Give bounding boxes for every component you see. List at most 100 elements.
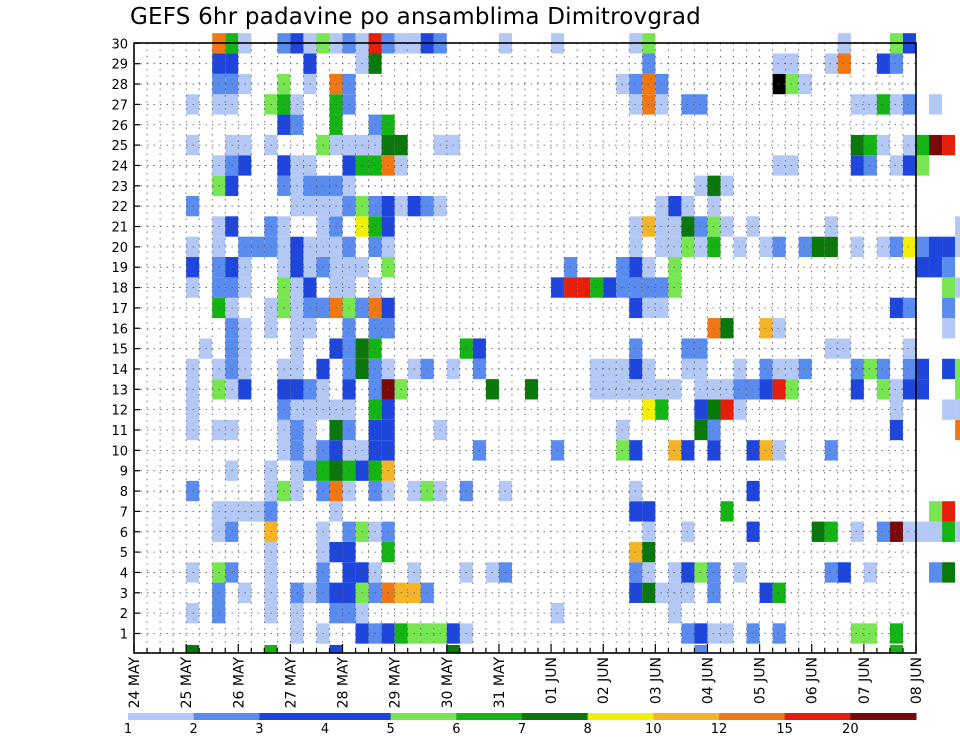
heatmap-cell	[446, 645, 460, 653]
heatmap-cell	[916, 236, 930, 258]
heatmap-cell	[850, 623, 864, 644]
heatmap-cell	[942, 358, 956, 380]
heatmap-cell	[863, 155, 877, 176]
heatmap-cell	[955, 379, 960, 400]
x-tick-label: 01 JUN	[544, 657, 560, 704]
legend-label: 4	[321, 722, 329, 737]
heatmap-cell	[811, 236, 825, 258]
heatmap-cell	[955, 419, 960, 441]
color-legend: 1 2 3 4 5 6 7 8 10 12 15 20	[124, 713, 917, 737]
heatmap-cell	[733, 236, 747, 258]
heatmap-cell	[942, 399, 956, 420]
heatmap-cell	[720, 216, 734, 237]
heatmap-cell	[772, 236, 786, 258]
y-tick-label: 30	[111, 37, 128, 52]
heatmap-cell	[824, 216, 838, 237]
legend-label: 10	[645, 722, 662, 737]
x-axis: 24 MAY 25 MAY 26 MAY 27 MAY 28 MAY 29 MAY 30 M…	[127, 644, 925, 708]
heatmap-cell	[772, 155, 786, 176]
x-tick-label: 30 MAY	[440, 657, 456, 709]
heatmap-cell	[876, 379, 890, 400]
heatmap-cell	[746, 480, 760, 502]
heatmap-cell	[863, 134, 877, 156]
heatmap-cell	[942, 521, 956, 542]
heatmap-cell	[863, 623, 877, 644]
heatmap-cell	[902, 297, 916, 319]
heatmap-cell	[759, 582, 773, 603]
heatmap-cell	[929, 134, 943, 156]
heatmap-cell	[798, 236, 812, 258]
legend-label: 3	[255, 722, 263, 737]
heatmap-cell	[772, 440, 786, 461]
heatmap-cell	[772, 53, 786, 74]
heatmap-cell	[850, 134, 864, 156]
heatmap-cell	[929, 236, 943, 258]
heatmap-cell	[863, 562, 877, 583]
x-tick-label: 08 JUN	[909, 657, 925, 704]
heatmap-cell	[824, 338, 838, 359]
heatmap-cell	[916, 379, 930, 400]
heatmap-cell	[902, 134, 916, 156]
heatmap-cell	[733, 358, 747, 380]
heatmap-cell	[824, 562, 838, 583]
heatmap-cell	[942, 297, 956, 319]
legend-swatch	[587, 713, 654, 720]
heatmap-cell	[955, 236, 960, 258]
heatmap-cell	[850, 521, 864, 542]
heatmap-cell	[720, 379, 734, 400]
heatmap-cell	[942, 257, 956, 278]
heatmap-cell	[785, 358, 799, 380]
heatmap-cell	[785, 53, 799, 74]
heatmap-cell	[929, 257, 943, 278]
heatmap-cell	[863, 94, 877, 115]
heatmap-cell	[850, 94, 864, 115]
heatmap-cell	[863, 358, 877, 380]
y-tick-label: 17	[111, 302, 128, 317]
heatmap-cell	[902, 521, 916, 542]
y-tick-label: 14	[111, 363, 128, 378]
legend-label: 20	[842, 722, 859, 737]
y-tick-label: 8	[120, 485, 128, 500]
heatmap-cell	[876, 53, 890, 74]
heatmap-cell	[837, 53, 851, 74]
legend-label: 2	[190, 722, 198, 737]
heatmap-cell	[889, 94, 903, 115]
heatmap-cell	[837, 338, 851, 359]
y-tick-label: 26	[111, 119, 128, 134]
heatmap-cell	[746, 379, 760, 400]
heatmap-cell	[902, 94, 916, 115]
y-tick-label: 7	[120, 505, 128, 520]
y-tick-label: 18	[111, 282, 128, 297]
heatmap-cell	[942, 134, 956, 156]
heatmap-cell	[876, 134, 890, 156]
x-tick-label: 29 MAY	[388, 657, 404, 709]
heatmap-cell	[916, 257, 930, 278]
y-tick-label: 22	[111, 200, 128, 215]
heatmap-cell	[902, 358, 916, 380]
heatmap-cell	[720, 501, 734, 522]
heatmap-cell	[772, 318, 786, 339]
heatmap-cell	[824, 521, 838, 542]
heatmap-cell	[733, 379, 747, 400]
heatmap-cell	[824, 236, 838, 258]
legend-swatch	[522, 713, 589, 720]
y-tick-label: 20	[111, 241, 128, 256]
y-tick-label: 1	[120, 628, 128, 643]
heatmap-cell	[942, 236, 956, 258]
x-tick-label: 24 MAY	[127, 657, 143, 709]
legend-label: 6	[452, 722, 460, 737]
heatmap-cell	[942, 277, 956, 298]
heatmap-cell	[759, 236, 773, 258]
legend-label: 8	[584, 722, 592, 737]
heatmap-cell	[746, 521, 760, 542]
x-tick-label: 03 JUN	[648, 657, 664, 704]
heatmap-cell	[733, 399, 747, 420]
heatmap-cell	[942, 318, 956, 339]
heatmap-cell	[876, 236, 890, 258]
y-tick-label: 21	[111, 221, 128, 236]
y-tick-label: 10	[111, 444, 128, 459]
heatmap-cell	[837, 562, 851, 583]
heatmap-cell	[889, 236, 903, 258]
heatmap-cell	[889, 645, 903, 653]
